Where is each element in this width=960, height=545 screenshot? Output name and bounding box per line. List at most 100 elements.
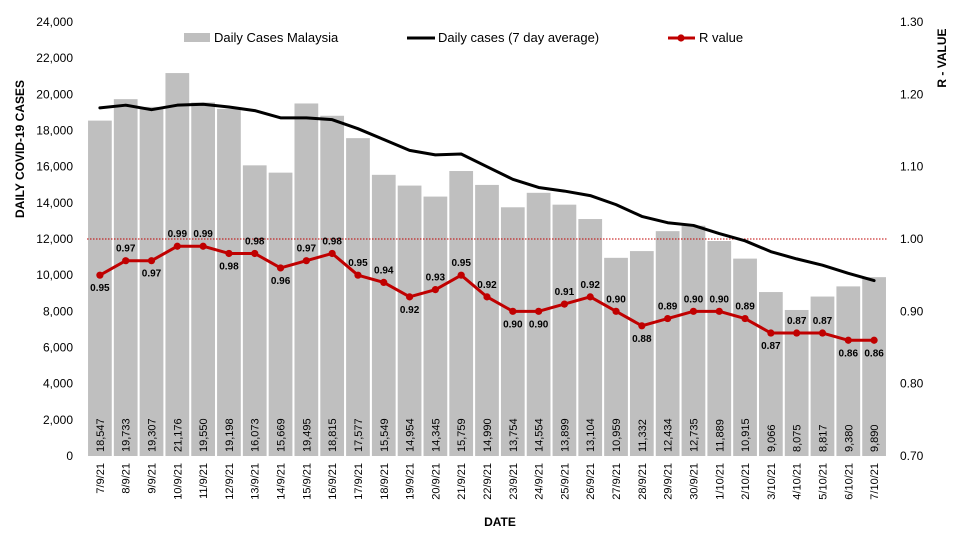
bar-value-label: 15,549 [379,418,391,452]
y-tick-label: 2,000 [43,413,73,427]
bar-22/9/21 [475,184,499,456]
bar-value-label: 18,547 [95,418,107,452]
r-value-marker [225,249,233,258]
bar-value-label: 14,954 [405,418,417,452]
seven-day-average-line [98,102,876,283]
y2-tick-label: 1.30 [900,15,924,29]
r-value-label: 0.90 [529,319,549,330]
x-tick-label: 4/10/21 [792,463,804,500]
x-tick-label: 16/9/21 [327,463,339,500]
x-tick-label: 28/9/21 [637,463,649,500]
bar-value-label: 18,815 [327,418,339,452]
bar-21/9/21 [449,171,474,456]
y-tick-label: 16,000 [36,160,73,174]
y-tick-label: 22,000 [36,51,73,65]
y-tick-label: 8,000 [43,304,73,318]
x-tick-label: 1/10/21 [714,463,726,500]
r-value-marker [818,329,827,337]
x-tick-label: 14/9/21 [276,463,288,500]
bar-value-label: 9,066 [766,424,778,452]
bar-17/9/21 [346,138,370,457]
bar-value-label: 11,889 [714,419,726,452]
bar-value-label: 13,104 [585,418,597,452]
y-tick-label: 0 [66,449,73,463]
r-value-marker [741,314,749,323]
x-axis-title: DATE [484,515,516,529]
average-line-layer [87,102,887,283]
r-value-marker [431,286,439,294]
bar-7/10/21 [862,277,886,456]
y2-tick-label: 1.00 [900,232,924,246]
bar-12/9/21 [217,108,241,456]
x-tick-label: 6/10/21 [843,463,855,500]
r-value-label: 0.87 [813,316,833,327]
bar-value-label: 19,733 [121,418,133,452]
r-value-marker [689,307,698,315]
r-value-marker [380,278,388,286]
r-value-marker [354,271,362,279]
r-value-marker [302,257,310,265]
r-value-marker [586,293,594,301]
bar-value-label: 19,495 [301,418,313,452]
bar-value-label: 19,198 [224,418,236,452]
bar-15/9/21 [294,103,319,456]
bar-value-label: 12,434 [663,418,675,452]
bar-value-label: 17,577 [353,418,365,452]
bar-2/10/21 [733,258,757,456]
x-tick-label: 20/9/21 [430,463,442,500]
r-value-marker [122,257,130,265]
y2-tick-label: 0.90 [900,304,924,318]
x-tick-label: 9/9/21 [147,463,159,494]
x-tick-label: 12/9/21 [224,463,236,500]
r-value-marker [457,271,465,279]
r-value-marker [715,307,723,315]
bar-23/9/21 [500,207,525,456]
r-value-label: 0.92 [477,280,497,291]
bar-value-label: 19,307 [147,418,159,452]
r-value-label: 0.87 [787,316,807,327]
y2-tick-label: 1.10 [900,160,924,174]
r-value-label: 0.94 [374,265,394,276]
r-value-layer: 0.95 0.97 0.97 0.99 0.99 0.98 0.98 0.96 0.97 0.98… [90,229,884,359]
legend-label-bars: Daily Cases Malaysia [214,30,339,45]
r-value-marker [405,293,414,301]
bar-labels-layer: 18,547 19,733 19,307 21,176 19,550 19,198 16,0… [95,418,881,452]
bar-value-label: 14,345 [430,418,442,452]
r-value-marker [276,264,285,272]
r-value-marker [328,249,336,258]
bar-value-label: 14,554 [534,418,546,452]
r-value-label: 0.89 [658,302,678,313]
x-tick-label: 29/9/21 [663,463,675,500]
x-tick-label: 8/9/21 [121,463,133,494]
x-tick-label: 13/9/21 [250,463,262,500]
bar-6/10/21 [836,286,861,456]
axes-layer: 0 2,000 4,000 6,000 8,000 10,000 12,000 14,000 1… [13,15,949,529]
y-tick-label: 10,000 [36,268,73,282]
bar-16/9/21 [320,115,345,456]
x-tick-label: 15/9/21 [301,463,313,500]
bar-20/9/21 [423,196,448,456]
bar-19/9/21 [397,185,422,456]
r-value-label: 0.99 [168,229,188,240]
r-value-label: 0.98 [322,236,342,247]
legend-item-average: Daily cases (7 day average) [407,30,599,45]
bar-value-label: 10,959 [611,418,623,452]
x-tick-label: 25/9/21 [559,463,571,500]
legend-swatch-bars [184,33,210,42]
bar-value-label: 9,380 [843,424,855,452]
bar-8/9/21 [113,99,138,456]
x-tick-label: 2/10/21 [740,463,752,500]
x-tick-label: 17/9/21 [353,463,365,500]
r-value-label: 0.95 [90,283,110,294]
r-value-marker [199,242,207,250]
r-value-label: 0.98 [219,261,239,272]
r-value-marker [96,271,104,279]
y-tick-label: 4,000 [43,377,73,391]
y-tick-label: 14,000 [36,196,73,210]
x-tick-label: 7/10/21 [869,463,881,500]
bar-11/9/21 [191,102,215,457]
x-tick-label: 27/9/21 [611,463,623,500]
r-value-label: 0.86 [864,348,884,359]
r-value-label: 0.99 [193,229,213,240]
bar-value-label: 13,899 [559,418,571,452]
